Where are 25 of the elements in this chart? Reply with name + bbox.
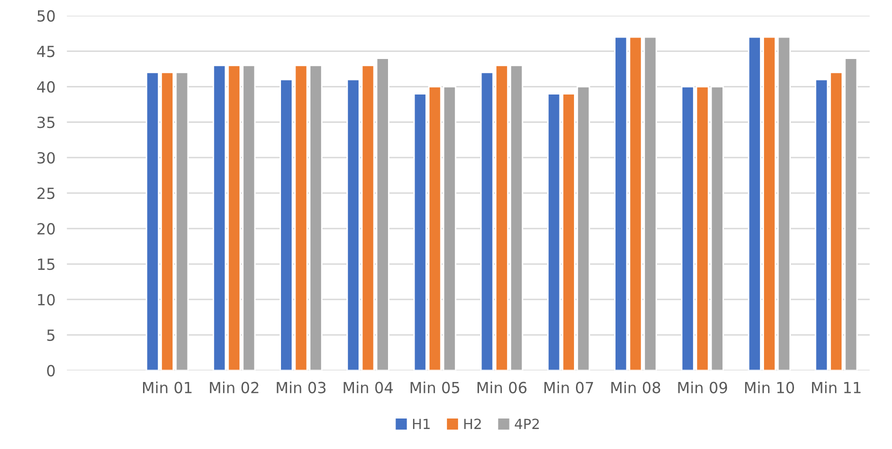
- y-tick-label: 30: [38, 152, 55, 164]
- x-tick-label: Min 08: [611, 382, 660, 394]
- legend-label: 4P2: [514, 418, 539, 429]
- y-tick-label: 50: [38, 10, 55, 22]
- y-tick-label: 5: [47, 330, 54, 341]
- y-tick-label: 20: [37, 223, 55, 235]
- x-tick-label: Min 01: [143, 382, 192, 394]
- x-tick-label: Min 05: [410, 382, 460, 394]
- y-tick-label: 40: [37, 81, 55, 93]
- x-tick-label: Min 02: [210, 382, 258, 394]
- x-tick-label: Min 06: [478, 382, 526, 394]
- x-tick-label: Min 04: [344, 382, 393, 394]
- x-tick-label: Min 09: [678, 382, 728, 394]
- y-tick-label: 35: [38, 116, 54, 128]
- x-tick-label: Min 11: [812, 382, 861, 394]
- legend-label: H2: [464, 418, 481, 429]
- legend-label: H1: [413, 418, 430, 429]
- y-tick-label: 0: [47, 364, 55, 376]
- y-tick-label: 15: [38, 258, 54, 270]
- y-tick-label: 25: [37, 188, 54, 200]
- y-tick-label: 45: [37, 46, 54, 58]
- x-tick-label: Min 03: [276, 382, 326, 394]
- x-tick-label: Min 10: [745, 382, 794, 394]
- y-tick-label: 10: [38, 294, 55, 306]
- x-tick-label: Min 07: [544, 382, 594, 394]
